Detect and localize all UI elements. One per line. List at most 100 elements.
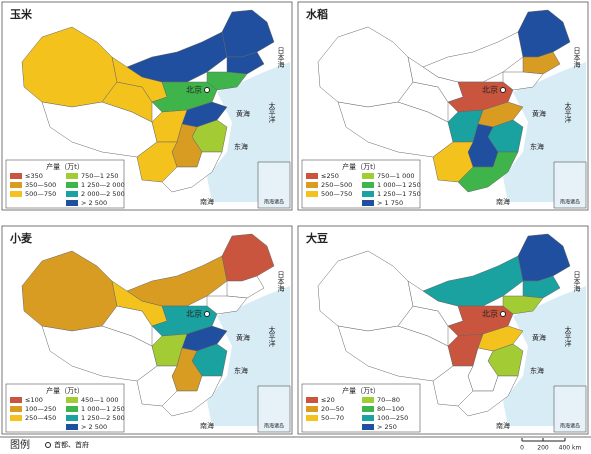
sea-label: 太平洋 — [564, 325, 572, 348]
sea-label: 黄海 — [236, 333, 250, 342]
sea-label: 黄海 — [236, 109, 250, 118]
province — [457, 151, 519, 193]
legend-swatch — [362, 173, 374, 179]
legend-swatch — [66, 406, 78, 412]
legend-swatch — [10, 415, 22, 421]
legend-swatch — [362, 424, 374, 430]
inset-label: 南海诸岛 — [560, 199, 580, 206]
legend-swatch — [306, 173, 318, 179]
sea-label: 南海 — [200, 197, 214, 206]
legend-swatch — [66, 415, 78, 421]
sea-label: 东海 — [530, 142, 544, 151]
legend-label: 50—70 — [321, 414, 344, 422]
legend-label: 80—100 — [377, 405, 404, 413]
legend-label: ≤250 — [321, 172, 339, 180]
legend-label: 20—50 — [321, 405, 344, 413]
inset-label: 南海诸岛 — [264, 199, 284, 206]
capital-label: 北京 — [186, 85, 202, 95]
sea-label: 日本海 — [277, 47, 285, 69]
capital-marker — [500, 311, 506, 317]
legend-label: > 2 500 — [81, 423, 107, 431]
inset-label: 南海诸岛 — [264, 423, 284, 430]
panel-title: 玉米 — [10, 7, 33, 21]
legend-label: 1 250—2 500 — [81, 414, 125, 422]
legend-swatch — [362, 415, 374, 421]
legend-swatch — [306, 182, 318, 188]
legend-label: 750—1 250 — [81, 172, 119, 180]
inset-frame — [257, 161, 291, 209]
legend-box — [5, 383, 125, 433]
scale-label: 0 — [520, 445, 524, 452]
legend-box — [5, 159, 125, 209]
legend-swatch — [10, 397, 22, 403]
capital-label: 北京 — [482, 85, 498, 95]
inset-frame — [553, 161, 587, 209]
legend-swatch — [306, 406, 318, 412]
legend-title: 产量（万t） — [46, 162, 84, 171]
sea-label: 南海 — [496, 197, 510, 206]
sea-label: 东海 — [234, 366, 248, 375]
legend-title: 产量（万t） — [342, 162, 380, 171]
legend-label: 250—500 — [321, 181, 352, 189]
inset-frame — [257, 385, 291, 433]
legend-label: ≤100 — [25, 396, 43, 404]
province — [457, 375, 519, 417]
legend-swatch — [66, 173, 78, 179]
sea-label: 黄海 — [532, 109, 546, 118]
sea-label: 黄海 — [532, 333, 546, 342]
province — [161, 151, 223, 193]
sea-label: 太平洋 — [268, 325, 276, 348]
sea-label: 太平洋 — [564, 101, 572, 124]
legend-label: 350—500 — [25, 181, 56, 189]
legend-label: 100—250 — [25, 405, 56, 413]
panel-title: 小麦 — [9, 231, 33, 245]
legend-label: 100—250 — [377, 414, 408, 422]
legend-swatch — [362, 397, 374, 403]
legend-swatch — [10, 182, 22, 188]
sea-label: 东海 — [234, 142, 248, 151]
capital-symbol — [45, 442, 51, 448]
legend-swatch — [10, 173, 22, 179]
legend-label: ≤20 — [321, 396, 335, 404]
sea-label: 东海 — [530, 366, 544, 375]
sea-label: 日本海 — [573, 47, 581, 69]
province — [432, 365, 474, 407]
legend-swatch — [306, 415, 318, 421]
sea-label: 太平洋 — [268, 101, 276, 124]
legend-label: > 1 750 — [377, 199, 403, 207]
legend-label: > 2 500 — [81, 199, 107, 207]
legend-swatch — [66, 191, 78, 197]
legend-label: 500—750 — [321, 190, 352, 198]
legend-label: 450—1 000 — [81, 396, 119, 404]
province — [161, 375, 223, 417]
scale-label: 400 km — [559, 445, 582, 452]
legend-swatch — [66, 424, 78, 430]
legend-title: 产量（万t） — [342, 386, 380, 395]
sea-label: 日本海 — [277, 271, 285, 293]
legend-swatch — [66, 182, 78, 188]
legend-swatch — [362, 191, 374, 197]
legend-label: 70—80 — [377, 396, 400, 404]
capital-marker — [204, 87, 210, 93]
legend-label: 250—450 — [25, 414, 56, 422]
legend-swatch — [10, 191, 22, 197]
panel-title: 水稻 — [306, 7, 328, 21]
province — [136, 365, 178, 407]
footer-legend: 图例 — [10, 438, 30, 451]
legend-label: 1 250—1 750 — [377, 190, 421, 198]
legend-label: > 250 — [377, 423, 397, 431]
legend-label: ≤350 — [25, 172, 43, 180]
legend-title: 产量（万t） — [46, 386, 84, 395]
inset-label: 南海诸岛 — [560, 423, 580, 430]
legend-swatch — [10, 406, 22, 412]
legend-label: 750—1 000 — [377, 172, 415, 180]
sea-label: 南海 — [496, 421, 510, 430]
capital-symbol-label: 首都、首府 — [54, 440, 89, 449]
capital-marker — [500, 87, 506, 93]
legend-swatch — [306, 191, 318, 197]
sea-label: 南海 — [200, 421, 214, 430]
